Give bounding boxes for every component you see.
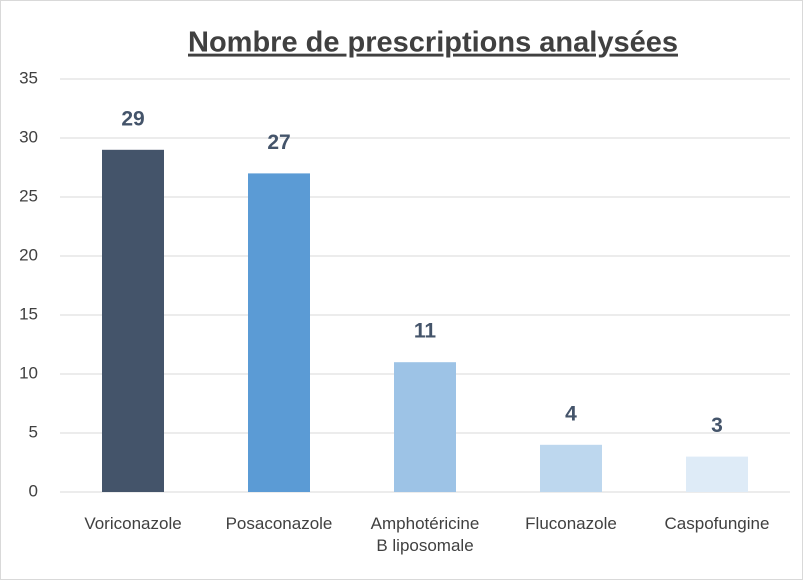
bar (394, 362, 456, 492)
y-tick-label: 10 (19, 363, 38, 382)
bar (686, 456, 748, 492)
chart-title: Nombre de prescriptions analysées (188, 27, 678, 59)
data-label: 29 (121, 107, 144, 130)
y-tick-label: 20 (19, 245, 38, 264)
y-tick-label: 35 (19, 68, 38, 87)
bar (248, 173, 310, 492)
y-tick-label: 30 (19, 127, 38, 146)
bar (102, 149, 164, 493)
x-tick-label: Fluconazole (525, 514, 617, 533)
x-tick-label: Caspofungine (664, 514, 770, 533)
x-tick-label: Voriconazole (84, 514, 182, 533)
y-tick-label: 0 (29, 481, 38, 500)
bar (540, 444, 602, 492)
data-label: 4 (565, 402, 577, 425)
data-label: 3 (711, 414, 723, 437)
data-label: 27 (267, 131, 290, 154)
x-tick-label: Posaconazole (225, 514, 333, 533)
y-tick-label: 5 (29, 422, 38, 441)
data-label: 11 (414, 320, 437, 343)
x-tick-label: Amphotéricine B liposomale (370, 514, 480, 555)
y-tick-label: 15 (19, 304, 38, 323)
y-tick-label: 25 (19, 186, 38, 205)
